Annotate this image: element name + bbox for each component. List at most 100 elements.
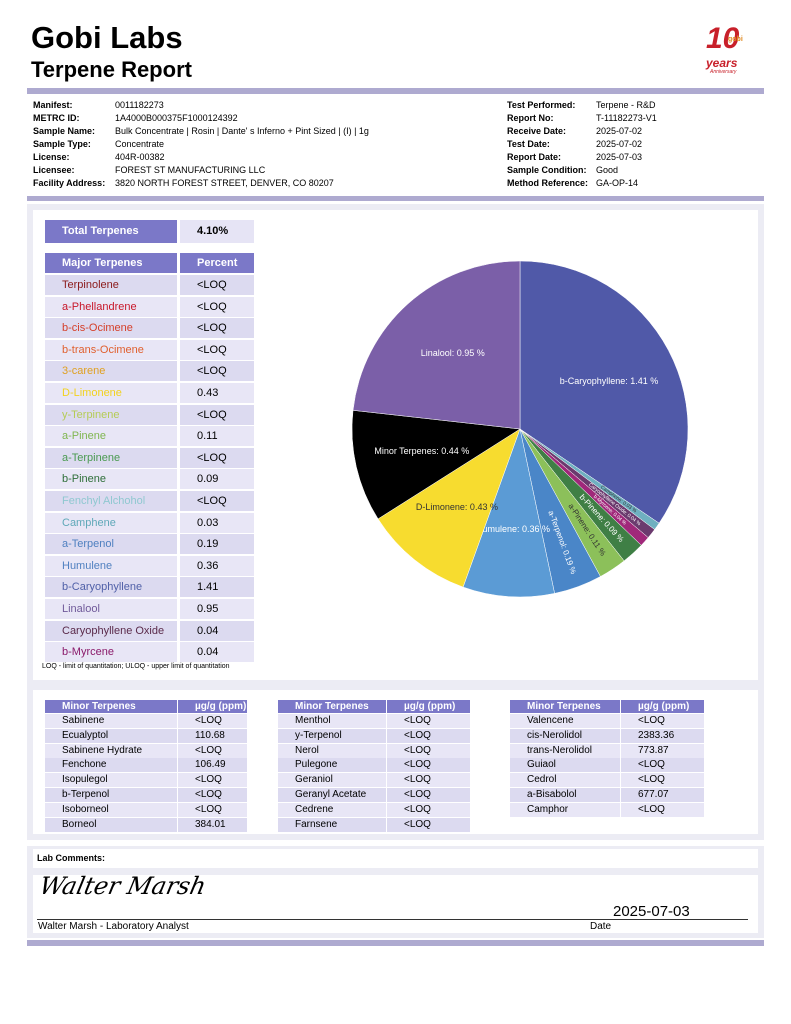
minor-value: <LOQ [387, 788, 470, 802]
terpene-value: <LOQ [180, 361, 254, 382]
info-label: License: [33, 152, 70, 162]
minor-value: <LOQ [387, 743, 470, 758]
column-header: Major Terpenes [45, 253, 177, 273]
minor-name: cis-Nerolidol [510, 728, 620, 743]
info-value: FOREST ST MANUFACTURING LLC [115, 165, 266, 175]
terpene-name: a-Terpenol [45, 534, 177, 555]
info-value: Bulk Concentrate | Rosin | Dante' s Infe… [115, 126, 369, 136]
info-value: Good [596, 165, 619, 175]
info-value: Terpene - R&D [596, 100, 656, 110]
minor-name: Borneol [45, 817, 177, 832]
minor-value: 2383.36 [621, 728, 704, 743]
slice-label: Minor Terpenes: 0.44 % [374, 446, 469, 456]
terpene-value: 0.09 [180, 469, 254, 490]
pie-slice [377, 428, 521, 588]
terpene-name: y-Terpinene [45, 404, 177, 425]
info-label: METRC ID: [33, 113, 80, 123]
total-label: Total Terpenes [45, 220, 177, 243]
info-value: 2025-07-03 [596, 152, 643, 162]
minor-value: <LOQ [387, 728, 470, 743]
minor-name: Isopulegol [45, 773, 177, 788]
analyst: Walter Marsh - Laboratory Analyst [38, 921, 189, 932]
minor-name: Pulegone [278, 758, 386, 773]
logo-number: 10 [706, 22, 740, 55]
minor-value: <LOQ [621, 773, 704, 788]
divider [27, 88, 764, 94]
slice-label: D-Limonene: 0.43 % [416, 502, 498, 512]
minor-name: Farnsene [278, 817, 386, 832]
pie-slice [462, 428, 555, 598]
minor-value: <LOQ [387, 773, 470, 788]
comments-panel [27, 846, 764, 872]
info-label: Method Reference: [507, 178, 589, 188]
info-label: Sample Type: [33, 139, 91, 149]
terpene-name: 3-carene [45, 361, 177, 382]
minor-value: <LOQ [178, 773, 247, 788]
terpene-value: <LOQ [180, 339, 254, 360]
minor-name: Cedrol [510, 773, 620, 788]
terpene-value: 0.36 [180, 555, 254, 576]
minor-name: trans-Nerolidol [510, 743, 620, 758]
minor-name: Geraniol [278, 773, 386, 788]
pie-slice [352, 260, 521, 430]
report-title: Terpene Report [31, 57, 192, 82]
column-header: Minor Terpenes [278, 700, 386, 713]
signature-panel [27, 872, 764, 938]
loq-note: LOQ - limit of quantitation; ULOQ - uppe… [42, 663, 230, 670]
column-header: Minor Terpenes [510, 700, 620, 713]
minor-value: 106.49 [178, 758, 247, 773]
minor-value: <LOQ [178, 802, 247, 817]
column-header: µg/g (ppm) [621, 700, 704, 713]
minor-name: Nerol [278, 743, 386, 758]
minor-value: <LOQ [387, 817, 470, 832]
terpene-value: 0.11 [180, 426, 254, 447]
minor-name: Sabinene Hydrate [45, 743, 177, 758]
terpene-name: Caryophyllene Oxide [45, 620, 177, 641]
info-label: Receive Date: [507, 126, 567, 136]
info-value: 1A4000B000375F1000124392 [115, 113, 238, 123]
divider [27, 940, 764, 946]
info-value: 2025-07-02 [596, 139, 643, 149]
signature-line [37, 919, 748, 920]
minor-name: Camphor [510, 802, 620, 817]
terpene-value: <LOQ [180, 275, 254, 295]
terpene-value: 0.04 [180, 620, 254, 641]
minor-value: <LOQ [387, 758, 470, 773]
info-value: 404R-00382 [115, 152, 165, 162]
terpene-value: <LOQ [180, 491, 254, 511]
slice-label: Humulene: 0.36 % [476, 524, 550, 534]
minor-value: 773.87 [621, 743, 704, 758]
column-header: Minor Terpenes [45, 700, 177, 713]
info-value: 0011182273 [115, 100, 164, 110]
minor-name: Isoborneol [45, 802, 177, 817]
slice-label: b-Caryophyllene: 1.41 % [560, 376, 659, 386]
minor-name: Sabinene [45, 714, 177, 728]
terpene-value: 0.95 [180, 599, 254, 619]
info-label: Manifest: [33, 100, 73, 110]
terpene-value: 0.19 [180, 534, 254, 555]
column-header: µg/g (ppm) [178, 700, 247, 713]
signature-date: 2025-07-03 [613, 903, 690, 920]
minor-value: 110.68 [178, 728, 247, 743]
terpene-value: <LOQ [180, 447, 254, 468]
minor-value: <LOQ [387, 802, 470, 817]
info-label: Sample Condition: [507, 165, 587, 175]
minor-name: Guiaol [510, 758, 620, 773]
pie-slice [519, 260, 689, 524]
minor-value: 677.07 [621, 788, 704, 802]
minor-value: 384.01 [178, 817, 247, 832]
info-label: Facility Address: [33, 178, 106, 188]
minor-name: Valencene [510, 714, 620, 728]
minor-name: Cedrene [278, 802, 386, 817]
terpene-value: 1.41 [180, 577, 254, 598]
minor-value: <LOQ [621, 802, 704, 817]
minor-value: <LOQ [178, 743, 247, 758]
date-label: Date [590, 921, 612, 932]
terpene-name: b-Myrcene [45, 642, 177, 663]
lab-name: Gobi Labs [31, 20, 183, 55]
terpene-value: 0.03 [180, 512, 254, 533]
info-label: Report Date: [507, 152, 562, 162]
minor-name: Ecualyptol [45, 728, 177, 743]
terpene-value: <LOQ [180, 318, 254, 339]
